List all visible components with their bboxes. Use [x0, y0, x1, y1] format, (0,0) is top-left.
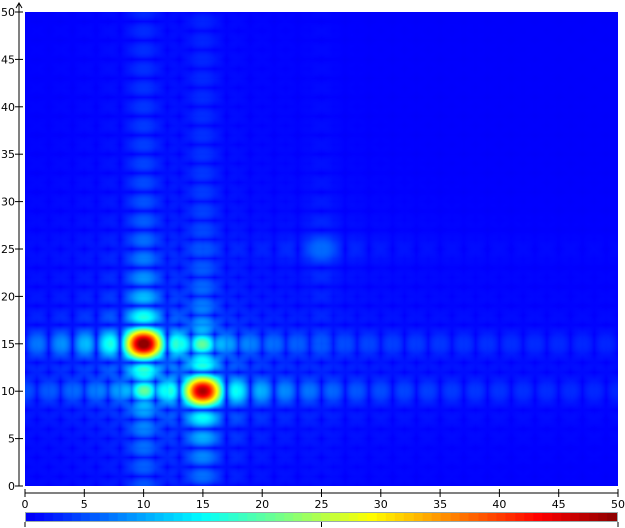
- heatmap-peak-marker: [143, 343, 145, 345]
- y-tick-label: 35: [1, 148, 15, 161]
- y-tick-label: 20: [1, 290, 15, 303]
- x-tick-label: 5: [81, 498, 88, 511]
- y-axis-arrow-icon: [15, 2, 23, 9]
- x-tick-label: 45: [552, 498, 566, 511]
- x-tick-label: 35: [433, 498, 447, 511]
- x-tick-label: 0: [22, 498, 29, 511]
- x-tick-label: 15: [196, 498, 210, 511]
- x-tick-label: 50: [611, 498, 625, 511]
- y-tick-label: 0: [8, 480, 15, 493]
- y-tick-label: 10: [1, 385, 15, 398]
- y-tick-label: 50: [1, 6, 15, 19]
- heatmap-image: [25, 12, 618, 486]
- y-tick-label: 30: [1, 196, 15, 209]
- y-tick-label: 40: [1, 101, 15, 114]
- y-tick-label: 45: [1, 53, 15, 66]
- heatmap-peak-marker: [321, 248, 323, 250]
- x-tick-label: 10: [137, 498, 151, 511]
- colorbar: [25, 512, 618, 522]
- y-tick-label: 15: [1, 338, 15, 351]
- x-tick-label: 30: [374, 498, 388, 511]
- x-tick-label: 25: [315, 498, 329, 511]
- y-tick-label: 25: [1, 243, 15, 256]
- y-tick-label: 5: [8, 433, 15, 446]
- heatmap-peak-marker: [202, 390, 204, 392]
- x-tick-label: 40: [492, 498, 506, 511]
- x-tick-label: 20: [255, 498, 269, 511]
